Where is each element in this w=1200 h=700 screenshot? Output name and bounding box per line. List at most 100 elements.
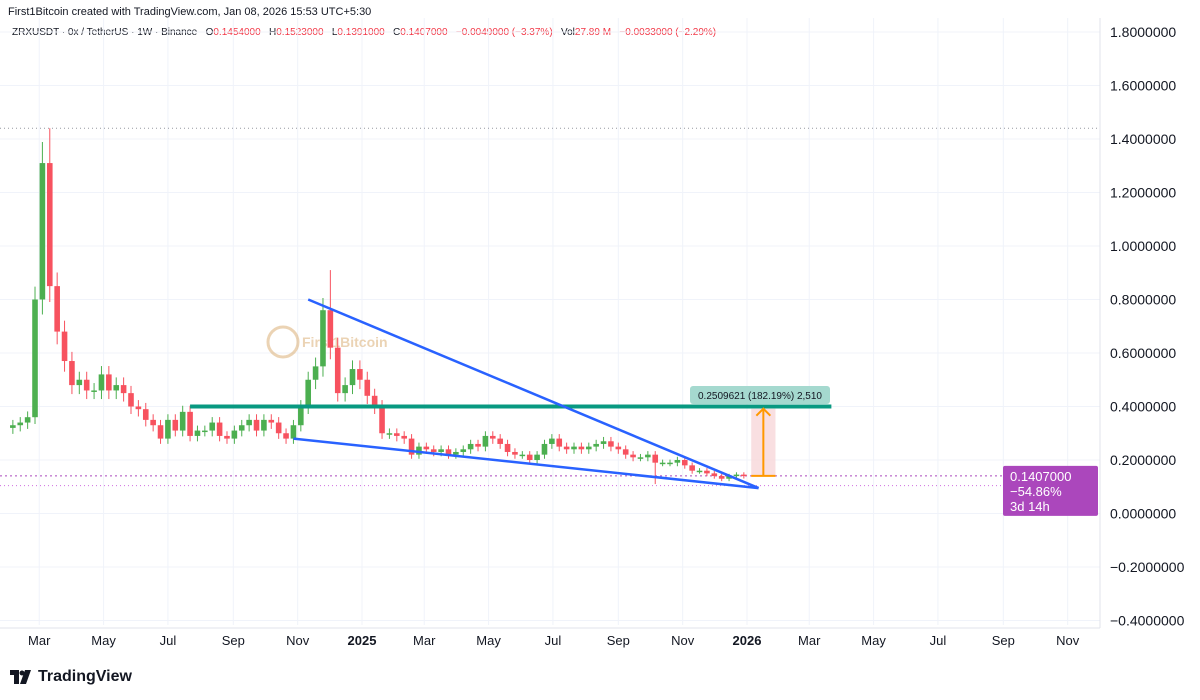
candle-body bbox=[711, 473, 718, 477]
candle-body bbox=[194, 430, 201, 436]
candle-body bbox=[726, 476, 732, 479]
x-tick-label: 2026 bbox=[733, 633, 762, 648]
candle bbox=[91, 383, 97, 400]
candle bbox=[312, 357, 319, 390]
candle bbox=[179, 405, 186, 437]
y-tick-label: 1.8000000 bbox=[1110, 24, 1176, 40]
candle-body bbox=[718, 476, 725, 479]
candle-body bbox=[10, 425, 16, 428]
price-tag-value: 0.1407000 bbox=[1010, 469, 1071, 484]
candle-body bbox=[91, 390, 97, 392]
tradingview-logo-icon bbox=[10, 670, 31, 684]
x-tick-label: Mar bbox=[413, 633, 436, 648]
candle-body bbox=[541, 443, 548, 455]
candle-body bbox=[113, 385, 120, 391]
candle-body bbox=[268, 419, 275, 423]
candle bbox=[534, 451, 540, 464]
price-tag-change: −54.86% bbox=[1010, 484, 1062, 499]
price-chart[interactable]: 1.8000000 1.6000000 1.4000000 1.2000000 1.00… bbox=[0, 0, 1200, 660]
candle bbox=[475, 439, 481, 452]
candle-body bbox=[216, 422, 223, 436]
candle bbox=[401, 431, 407, 444]
candle-body bbox=[585, 446, 592, 450]
candle-body bbox=[667, 462, 673, 465]
x-tick-label: Jul bbox=[930, 633, 947, 648]
candle bbox=[549, 434, 555, 449]
candle bbox=[342, 377, 348, 402]
x-tick-label: May bbox=[861, 633, 886, 648]
candle-body bbox=[150, 419, 156, 426]
upper-trendline bbox=[307, 298, 760, 490]
candle bbox=[704, 468, 710, 477]
candle bbox=[600, 436, 607, 449]
candle-body bbox=[659, 462, 666, 465]
watermark-logo-icon bbox=[266, 325, 300, 359]
candle bbox=[24, 411, 31, 429]
candle-body bbox=[401, 435, 407, 439]
candle-body bbox=[416, 446, 422, 455]
candle bbox=[689, 462, 695, 474]
candle-body bbox=[69, 361, 75, 386]
candle-body bbox=[600, 441, 607, 444]
candle-body bbox=[497, 438, 503, 444]
candle-body bbox=[142, 409, 149, 420]
candle bbox=[659, 459, 666, 467]
candle bbox=[467, 439, 474, 454]
x-tick-label: Nov bbox=[671, 633, 695, 648]
candle bbox=[128, 385, 134, 414]
y-tick-label: 1.6000000 bbox=[1110, 78, 1176, 94]
candle bbox=[667, 459, 673, 467]
y-tick-label: 0.2000000 bbox=[1110, 452, 1176, 468]
candle bbox=[106, 366, 112, 400]
candle bbox=[645, 451, 651, 462]
candle-body bbox=[290, 425, 297, 439]
candle-body bbox=[445, 449, 452, 455]
candle-body bbox=[556, 438, 563, 447]
candle bbox=[238, 419, 245, 437]
candle-body bbox=[615, 446, 622, 450]
candle bbox=[674, 456, 681, 467]
candle-body bbox=[135, 406, 142, 410]
candle bbox=[224, 431, 230, 444]
x-tick-label: Jul bbox=[545, 633, 562, 648]
candle-body bbox=[408, 438, 415, 455]
candle bbox=[54, 272, 60, 345]
candle-body bbox=[46, 163, 53, 287]
candle-body bbox=[39, 163, 46, 300]
candle-body bbox=[334, 347, 341, 394]
candle bbox=[76, 371, 83, 395]
candle bbox=[408, 434, 415, 459]
candle bbox=[113, 377, 120, 400]
candle bbox=[394, 428, 400, 442]
y-tick-label: 0.4000000 bbox=[1110, 399, 1176, 415]
y-tick-label: 0.8000000 bbox=[1110, 292, 1176, 308]
candle bbox=[357, 360, 363, 390]
candle-body bbox=[608, 441, 614, 447]
candle bbox=[637, 453, 644, 462]
candle bbox=[98, 366, 105, 400]
candle-body bbox=[172, 419, 179, 431]
candle-body bbox=[120, 385, 127, 394]
candle bbox=[512, 448, 518, 459]
candle bbox=[460, 445, 467, 457]
candle-body bbox=[593, 443, 599, 447]
candle-body bbox=[17, 422, 24, 426]
price-tag-countdown: 3d 14h bbox=[1010, 499, 1050, 514]
brand-name: TradingView bbox=[38, 668, 132, 685]
x-tick-label: May bbox=[91, 633, 116, 648]
candle-body bbox=[733, 474, 740, 477]
candle-body bbox=[342, 385, 348, 394]
candle-body bbox=[482, 435, 489, 447]
candle-body bbox=[423, 446, 430, 450]
candle bbox=[571, 442, 577, 454]
candle bbox=[630, 451, 636, 462]
x-tick-label: Mar bbox=[28, 633, 51, 648]
candle-body bbox=[681, 460, 688, 466]
candle bbox=[120, 377, 127, 402]
candle-body bbox=[504, 443, 511, 452]
lower-trendline bbox=[293, 437, 759, 490]
candle bbox=[290, 419, 297, 444]
candle-body bbox=[696, 470, 703, 473]
candle bbox=[216, 417, 223, 442]
candle-body bbox=[253, 419, 260, 431]
